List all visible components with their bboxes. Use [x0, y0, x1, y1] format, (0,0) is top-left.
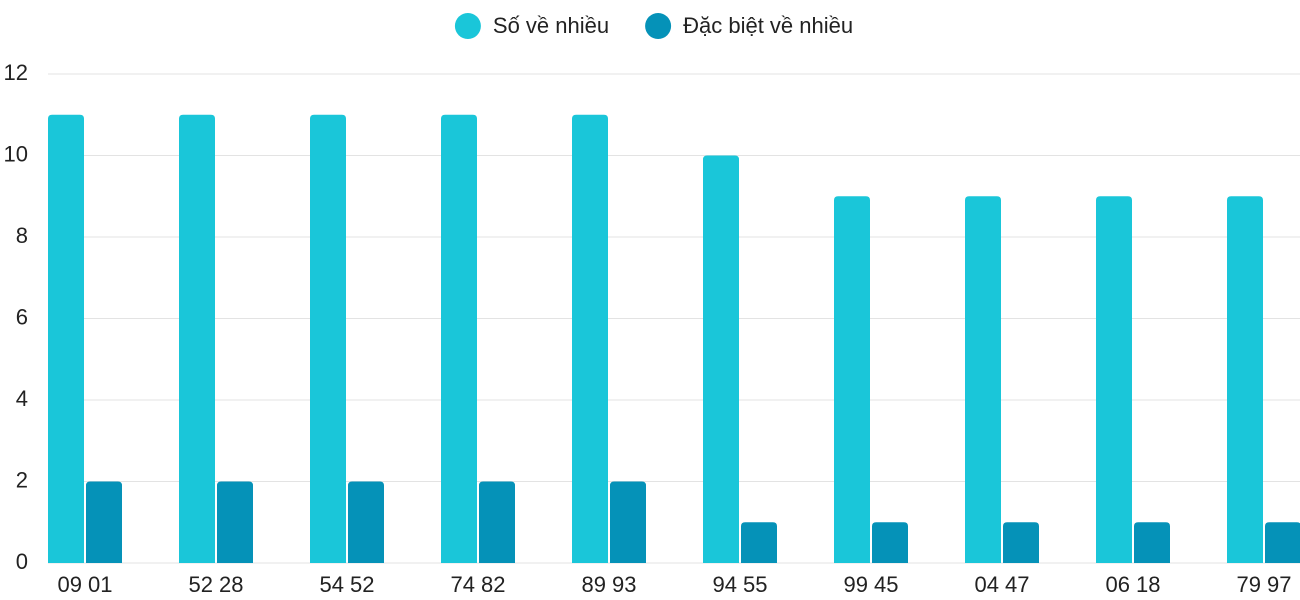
x-tick-label: 09 01 — [57, 572, 112, 597]
bar — [1096, 196, 1132, 563]
x-tick-label: 74 82 — [450, 572, 505, 597]
bar — [179, 114, 215, 563]
y-tick-label: 12 — [4, 60, 28, 85]
bar — [872, 522, 908, 563]
bar — [86, 481, 122, 563]
bar — [48, 114, 84, 563]
bar — [1227, 196, 1263, 563]
bar — [1134, 522, 1170, 563]
y-tick-label: 8 — [16, 223, 28, 248]
legend-marker — [454, 13, 481, 39]
x-tick-label: 89 93 — [581, 572, 636, 597]
y-tick-label: 0 — [16, 549, 28, 574]
legend-marker — [645, 13, 672, 39]
y-tick-label: 4 — [16, 386, 28, 411]
x-tick-label: 79 97 — [1236, 572, 1291, 597]
y-tick-label: 6 — [16, 304, 28, 329]
x-tick-label: 52 28 — [188, 572, 243, 597]
bar — [217, 481, 253, 563]
bar — [1003, 522, 1039, 563]
legend-label: Số về nhiều — [493, 13, 609, 38]
bar — [348, 481, 384, 563]
bar — [441, 114, 477, 563]
x-tick-label: 06 18 — [1105, 572, 1160, 597]
bar — [741, 522, 777, 563]
bar — [310, 114, 346, 563]
legend-label: Đặc biệt về nhiều — [683, 13, 853, 38]
bar — [479, 481, 515, 563]
bar — [834, 196, 870, 563]
bar — [572, 114, 608, 563]
y-tick-label: 10 — [4, 141, 28, 166]
bar — [703, 155, 739, 563]
x-tick-label: 04 47 — [974, 572, 1029, 597]
x-tick-label: 54 52 — [319, 572, 374, 597]
x-tick-label: 94 55 — [712, 572, 767, 597]
y-tick-label: 2 — [16, 467, 28, 492]
x-tick-label: 99 45 — [843, 572, 898, 597]
bar — [610, 481, 646, 563]
bar — [965, 196, 1001, 563]
bar — [1265, 522, 1300, 563]
